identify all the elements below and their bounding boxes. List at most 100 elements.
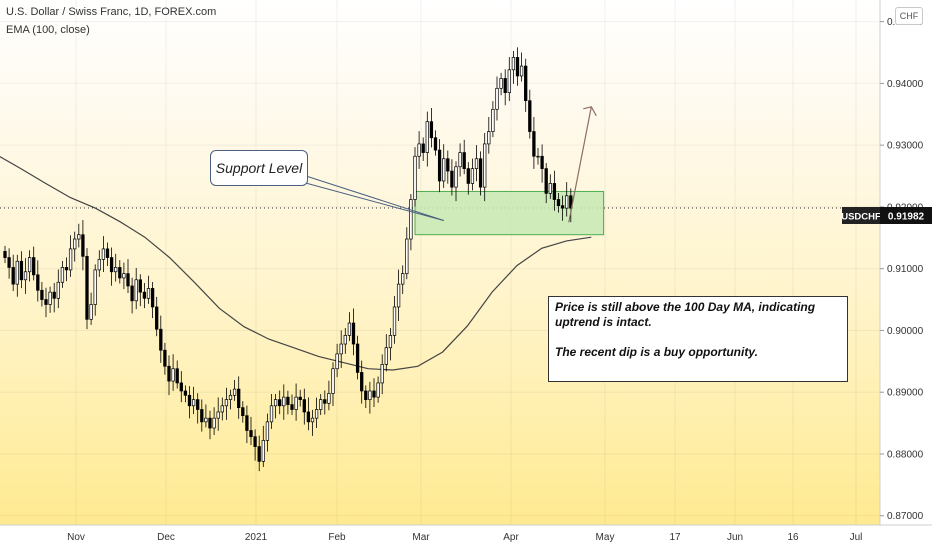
candle <box>409 193 413 251</box>
candle-body-down <box>290 404 294 410</box>
candle <box>11 254 15 292</box>
candle-body-down <box>105 248 110 258</box>
candle <box>327 380 331 411</box>
note-text-2: The recent dip is a buy opportunity. <box>555 345 758 359</box>
candle-body-down <box>159 328 163 351</box>
candle <box>528 89 532 139</box>
candle-body-down <box>466 168 470 184</box>
candle-body-up <box>347 322 352 336</box>
candle-body-down <box>208 417 212 429</box>
candle <box>413 147 417 207</box>
candle <box>499 72 503 96</box>
candle-body-down <box>52 291 56 299</box>
time-axis-background[interactable] <box>0 525 932 550</box>
candle <box>433 130 438 156</box>
candle-body-up <box>73 238 77 250</box>
candle-body-up <box>310 417 315 423</box>
candle-body-up <box>220 405 224 413</box>
candle <box>175 360 179 389</box>
candle-body-down <box>138 279 142 293</box>
candle-body-up <box>536 155 540 158</box>
candle <box>216 397 220 431</box>
candle-body-down <box>32 257 36 276</box>
candle <box>470 158 475 191</box>
x-tick-label: 17 <box>669 532 681 543</box>
candle <box>200 399 204 432</box>
x-tick-label: Mar <box>412 532 430 543</box>
candle-body-down <box>64 267 69 271</box>
candle-body-down <box>278 399 282 407</box>
candle <box>150 281 155 319</box>
candle-body-up <box>392 306 397 336</box>
candle <box>462 139 466 175</box>
candle-body-up <box>122 273 126 279</box>
candle <box>405 227 409 280</box>
callout-connector-line-inner <box>301 181 444 221</box>
candle-body-down <box>109 257 114 273</box>
candle-body-up <box>335 353 339 370</box>
candle-body-up <box>388 335 393 349</box>
analysis-note-box[interactable]: Price is still above the 100 Day MA, ind… <box>548 296 848 382</box>
price-axis-background[interactable] <box>880 0 932 525</box>
candle <box>396 269 401 321</box>
candle <box>569 188 573 223</box>
candle <box>429 108 434 148</box>
candle <box>241 401 245 423</box>
candle <box>306 397 311 431</box>
candle-body-up <box>487 131 491 145</box>
candle-body-up <box>519 65 524 77</box>
candle-body-up <box>27 257 32 273</box>
candle <box>105 242 110 266</box>
candle-body-up <box>134 279 138 302</box>
candle-body-up <box>212 417 216 429</box>
candle-body-up <box>368 390 372 400</box>
candle-body-up <box>458 152 462 168</box>
candle <box>376 376 380 403</box>
candle <box>32 246 36 281</box>
candle <box>179 371 183 403</box>
support-zone-rectangle[interactable] <box>414 190 605 236</box>
candle-body-down <box>515 57 520 77</box>
candle <box>388 328 393 361</box>
candle-body-down <box>437 149 442 182</box>
candle-body-up <box>282 396 286 407</box>
candle <box>380 354 384 395</box>
candle-body-down <box>118 267 122 279</box>
candle-body-down <box>540 155 544 169</box>
candle-body-up <box>273 399 278 407</box>
candle <box>77 223 81 248</box>
candle <box>23 258 28 294</box>
indicator-legend[interactable]: EMA (100, close) <box>6 24 90 36</box>
candle <box>314 397 319 428</box>
candle-body-up <box>454 166 458 188</box>
candle-body-up <box>470 168 475 184</box>
candle <box>319 394 323 416</box>
candle-body-down <box>286 396 290 405</box>
candle-body-up <box>89 304 93 320</box>
candle-body-up <box>339 343 343 355</box>
candle <box>503 69 507 106</box>
candle <box>167 355 171 396</box>
candle-body-up <box>93 269 97 305</box>
candle <box>138 274 142 307</box>
candle <box>421 137 425 161</box>
candle-body-down <box>237 388 241 408</box>
candle <box>155 296 159 337</box>
candle-body-down <box>524 65 528 102</box>
trend-arrow[interactable] <box>568 106 597 223</box>
candle-body-up <box>319 399 323 410</box>
candle-body-down <box>85 255 89 320</box>
time-axis[interactable]: Nov Dec 2021 Feb Mar Apr May 17 Jun 16 Jul <box>67 532 862 543</box>
candle-body-up <box>204 417 208 423</box>
candle-body-up <box>97 259 101 271</box>
candle <box>446 150 450 184</box>
candle <box>450 159 454 196</box>
chart-title[interactable]: U.S. Dollar / Swiss Franc, 1D, FOREX.com <box>6 6 217 18</box>
currency-badge[interactable]: CHF <box>895 7 923 25</box>
support-level-callout[interactable]: Support Level <box>210 150 308 186</box>
y-tick-label: 0.94000 <box>887 79 924 90</box>
candle <box>81 220 85 271</box>
candle-body-down <box>249 430 253 438</box>
price-tag-value: 0.91982 <box>888 212 925 223</box>
